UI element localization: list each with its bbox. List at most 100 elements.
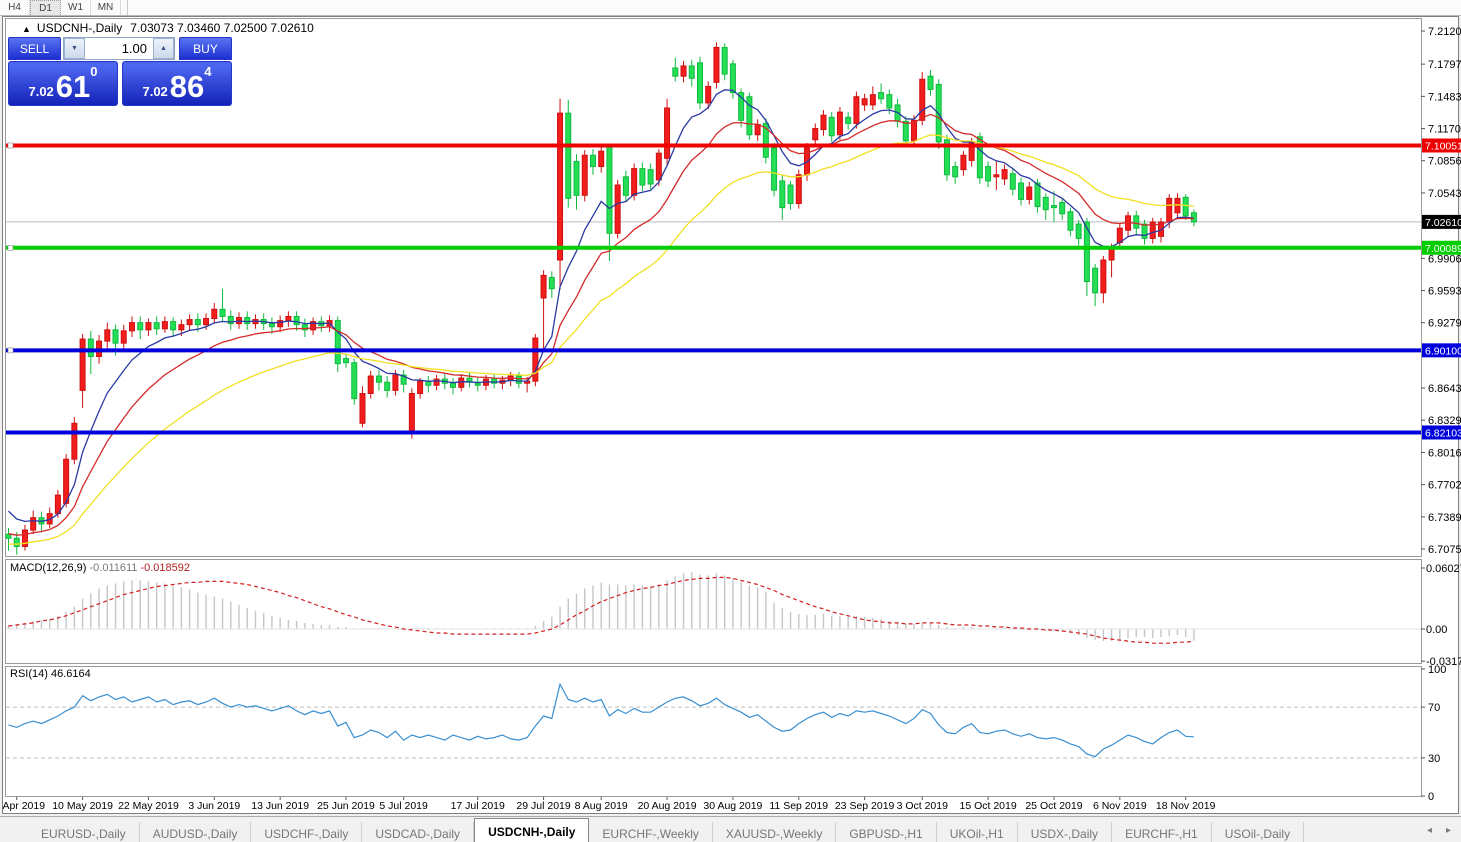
candle-body bbox=[1083, 221, 1090, 283]
price-axis-label: 7.17970 bbox=[1428, 59, 1461, 71]
buy-price-main: 86 bbox=[169, 69, 205, 104]
candle-body bbox=[285, 315, 292, 322]
candle-body bbox=[680, 65, 687, 77]
date-axis-label: 22 May 2019 bbox=[118, 800, 179, 812]
candle-body bbox=[606, 146, 613, 234]
candle-body bbox=[244, 316, 251, 325]
candle-body bbox=[268, 323, 275, 328]
macd-axis-label: -0.031725 bbox=[1426, 656, 1461, 668]
volume-decrease-button[interactable]: ▼ bbox=[64, 38, 85, 59]
one-click-trade-panel: SELL ▼ 1.00 ▲ BUY 7.02 61 0 7.02 86 4 bbox=[8, 37, 232, 106]
candle-body bbox=[1042, 196, 1049, 211]
price-line-tag bbox=[1422, 240, 1461, 255]
buy-price-pipette: 4 bbox=[204, 64, 212, 79]
macd-signal-value: -0.018592 bbox=[140, 562, 191, 574]
candle-body bbox=[227, 315, 234, 325]
symbol-tab-audusd-daily[interactable]: AUDUSD-,Daily bbox=[140, 822, 252, 842]
sell-button[interactable]: SELL bbox=[8, 37, 61, 60]
macd-name: MACD(12,26,9) bbox=[10, 562, 87, 574]
candle-body bbox=[655, 152, 662, 181]
candle-body bbox=[598, 150, 605, 168]
candle-body bbox=[137, 322, 144, 331]
timeframe-button-h4[interactable]: H4 bbox=[0, 0, 30, 15]
buy-button[interactable]: BUY bbox=[179, 37, 232, 60]
symbol-tab-eurchf-weekly[interactable]: EURCHF-,Weekly bbox=[589, 822, 713, 842]
symbol-tab-usdchf-daily[interactable]: USDCHF-,Daily bbox=[251, 822, 363, 842]
symbol-tab-ukoil-h1[interactable]: UKOil-,H1 bbox=[937, 822, 1018, 842]
candle-body bbox=[631, 168, 638, 196]
price-line-tag-text: 7.10051 bbox=[1425, 140, 1461, 152]
candle-body bbox=[87, 338, 94, 358]
collapse-arrow-icon[interactable]: ▲ bbox=[22, 24, 31, 34]
candle-body bbox=[1026, 186, 1033, 200]
timeframe-button-mn[interactable]: MN bbox=[91, 0, 121, 15]
candle-body bbox=[911, 119, 918, 142]
rsi-axis-label: 0 bbox=[1428, 791, 1434, 803]
date-axis-label: 20 Aug 2019 bbox=[638, 800, 697, 812]
symbol-tab-xauusd-weekly[interactable]: XAUUSD-,Weekly bbox=[713, 822, 837, 842]
candle-body bbox=[902, 120, 909, 142]
symbol-tab-gbpusd-h1[interactable]: GBPUSD-,H1 bbox=[836, 822, 937, 842]
candle-body bbox=[589, 154, 596, 168]
candle-body bbox=[1166, 197, 1173, 223]
candle-body bbox=[1141, 223, 1148, 239]
candle-body bbox=[367, 375, 374, 394]
tab-scroll-right-icon[interactable]: ▸ bbox=[1445, 824, 1451, 836]
sell-price-button[interactable]: 7.02 61 0 bbox=[8, 61, 118, 106]
volume-input[interactable]: 1.00 bbox=[85, 38, 153, 59]
candle-body bbox=[310, 321, 317, 331]
tab-scroll-left-icon[interactable]: ◂ bbox=[1426, 824, 1432, 836]
symbol-tab-usdcnh-daily[interactable]: USDCNH-,Daily bbox=[474, 818, 590, 842]
symbol-tab-eurusd-daily[interactable]: EURUSD-,Daily bbox=[28, 822, 140, 842]
candle-body bbox=[1100, 259, 1107, 294]
line-handle[interactable] bbox=[7, 244, 14, 251]
rsi-axis-label: 30 bbox=[1428, 753, 1440, 765]
candle-body bbox=[985, 166, 992, 182]
macd-axis-label: 0.00 bbox=[1426, 624, 1447, 636]
date-axis-label: 25 Jun 2019 bbox=[317, 800, 375, 812]
candle-body bbox=[79, 338, 86, 391]
candle-body bbox=[779, 180, 786, 209]
symbol-tab-eurchf-h1[interactable]: EURCHF-,H1 bbox=[1112, 822, 1212, 842]
candle-body bbox=[787, 184, 794, 205]
candle-body bbox=[943, 139, 950, 176]
symbol-tab-usoil-daily[interactable]: USOil-,Daily bbox=[1212, 822, 1305, 842]
date-axis-label: 18 Nov 2019 bbox=[1156, 800, 1216, 812]
price-axis-label: 6.95930 bbox=[1428, 285, 1461, 297]
candle-body bbox=[13, 537, 20, 547]
timeframe-button-d1[interactable]: D1 bbox=[30, 0, 61, 15]
rsi-pane bbox=[5, 666, 1422, 797]
candle-body bbox=[351, 362, 358, 400]
candle-body bbox=[334, 320, 341, 365]
date-axis-label: 29 Jul 2019 bbox=[516, 800, 570, 812]
candle-body bbox=[886, 94, 893, 109]
sell-price-main: 61 bbox=[55, 69, 91, 104]
timeframe-button-w1[interactable]: W1 bbox=[61, 0, 91, 15]
candle-body bbox=[1190, 212, 1197, 223]
rsi-axis-label: 100 bbox=[1428, 664, 1446, 676]
candle-body bbox=[696, 62, 703, 104]
candle-body bbox=[417, 380, 424, 394]
candle-body bbox=[532, 337, 539, 382]
candle-body bbox=[104, 329, 111, 342]
candle-body bbox=[145, 322, 152, 331]
candle-body bbox=[1092, 267, 1099, 294]
candle-body bbox=[301, 324, 308, 331]
date-axis-label: 17 Jul 2019 bbox=[451, 800, 505, 812]
candle-body bbox=[112, 329, 119, 344]
line-handle[interactable] bbox=[7, 347, 14, 354]
moving-average-line bbox=[8, 89, 1194, 523]
date-axis-label: 30 Aug 2019 bbox=[703, 800, 762, 812]
candle-body bbox=[170, 321, 177, 331]
symbol-tab-usdx-daily[interactable]: USDX-,Daily bbox=[1018, 822, 1113, 842]
buy-price-button[interactable]: 7.02 86 4 bbox=[122, 61, 232, 106]
line-handle[interactable] bbox=[7, 142, 14, 149]
volume-increase-button[interactable]: ▲ bbox=[153, 38, 174, 59]
price-axis-label: 7.05430 bbox=[1428, 188, 1461, 200]
symbol-tab-usdcad-daily[interactable]: USDCAD-,Daily bbox=[362, 822, 475, 842]
candle-body bbox=[869, 94, 876, 106]
candle-body bbox=[400, 374, 407, 385]
date-axis-label: 11 Sep 2019 bbox=[769, 800, 828, 812]
candle-body bbox=[392, 374, 399, 391]
